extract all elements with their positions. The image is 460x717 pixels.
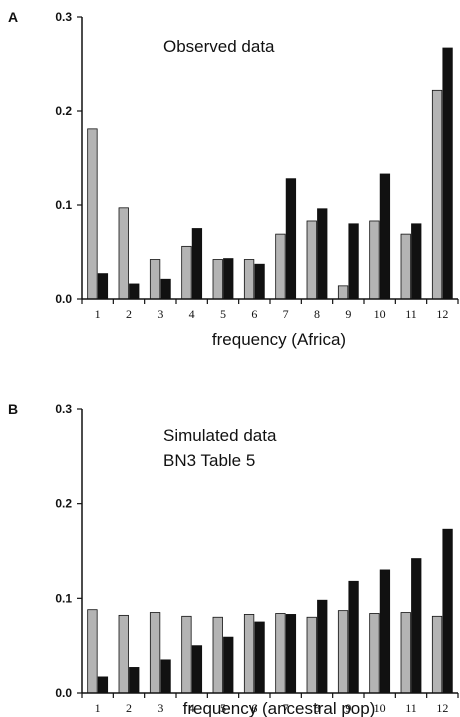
panel-a-x-tick-6: 6 bbox=[251, 307, 257, 321]
panel-a-x-tick-9: 9 bbox=[345, 307, 351, 321]
panel-b-bar-series2-10 bbox=[379, 569, 391, 694]
panel-a-bar-series1-11 bbox=[400, 233, 411, 300]
panel-a-y-tick-0.2: 0.2 bbox=[55, 104, 72, 118]
panel-a-bar-series1-5 bbox=[212, 259, 223, 300]
panel-b-bar-series1-6 bbox=[243, 614, 255, 694]
panel-b-title-line-2: BN3 Table 5 bbox=[163, 451, 255, 470]
panel-a-x-tick-10: 10 bbox=[374, 307, 386, 321]
panel-b-bar-series2-11 bbox=[411, 558, 422, 694]
panel-a-bar-series2-5 bbox=[223, 258, 234, 300]
panel-a-bar-series2-11 bbox=[411, 223, 422, 300]
panel-b-x-tick-7: 7 bbox=[283, 701, 289, 715]
panel-b-bar-series1-4 bbox=[181, 615, 192, 694]
panel-b-bar-series2-1 bbox=[97, 676, 109, 694]
panel-b-bar-series2-4 bbox=[191, 645, 203, 694]
panel-b-title-line-1: Simulated data bbox=[163, 426, 277, 445]
panel-a-bar-series1-10 bbox=[369, 220, 380, 300]
panel-b-y-tick-0.1: 0.1 bbox=[55, 591, 72, 605]
panel-b-label: B bbox=[8, 401, 18, 417]
panel-b-y-tick-0.2: 0.2 bbox=[55, 497, 72, 511]
panel-b-bar-series1-1 bbox=[87, 609, 98, 694]
panel-a-bar-series1-6 bbox=[243, 259, 255, 300]
panel-b-bar-series2-2 bbox=[129, 667, 140, 694]
panel-a-bar-series1-8 bbox=[306, 220, 317, 300]
panel-b-y-tick-0.3: 0.3 bbox=[55, 402, 72, 416]
panel-a-y-tick-0.3: 0.3 bbox=[55, 10, 72, 24]
panel-b-bar-series2-8 bbox=[317, 599, 328, 694]
panel-b-x-axis-label: frequency (ancestral pop) bbox=[183, 699, 376, 717]
panel-a-bar-series1-3 bbox=[149, 259, 161, 300]
panel-b-bar-series1-9 bbox=[337, 610, 349, 694]
panel-a-x-tick-4: 4 bbox=[189, 307, 195, 321]
panel-a-x-tick-1: 1 bbox=[95, 307, 101, 321]
panel-a-title-line-1: Observed data bbox=[163, 37, 275, 56]
panel-b-bar-series2-9 bbox=[348, 580, 359, 694]
panel-a-bar-series2-1 bbox=[97, 273, 109, 300]
panel-a-bar-series2-6 bbox=[254, 263, 265, 300]
panel-b-x-tick-10: 10 bbox=[374, 701, 386, 715]
panel-a-x-tick-2: 2 bbox=[126, 307, 132, 321]
panel-a-x-axis-label: frequency (Africa) bbox=[212, 330, 346, 349]
panel-b-bar-series1-8 bbox=[306, 616, 317, 694]
panel-b-bar-series1-7 bbox=[275, 613, 286, 694]
panel-a-bar-series2-2 bbox=[129, 283, 140, 300]
panel-b-x-tick-6: 6 bbox=[251, 701, 257, 715]
panel-a-bar-series2-12 bbox=[442, 47, 453, 300]
panel-a-bar-series2-10 bbox=[379, 173, 391, 300]
panel-a-bar-series2-7 bbox=[285, 178, 297, 300]
panel-b-x-tick-11: 11 bbox=[405, 701, 417, 715]
panel-b-bar-series2-3 bbox=[160, 659, 171, 694]
panel-a-y-tick-0.0: 0.0 bbox=[55, 292, 72, 306]
panel-a-bar-series1-9 bbox=[337, 285, 349, 300]
panel-a-bar-series1-1 bbox=[87, 128, 98, 300]
panel-a-bar-series1-12 bbox=[431, 89, 443, 300]
panel-b-bar-series2-7 bbox=[285, 614, 297, 694]
panel-b-x-tick-2: 2 bbox=[126, 701, 132, 715]
panel-a-bar-series1-4 bbox=[181, 245, 192, 300]
panel-a-bar-series1-2 bbox=[118, 207, 129, 300]
panel-b-bar-series1-2 bbox=[118, 614, 129, 694]
panel-b-bar-series1-12 bbox=[431, 615, 443, 694]
panel-a-x-tick-12: 12 bbox=[436, 307, 448, 321]
panel-b-x-tick-8: 8 bbox=[314, 701, 320, 715]
panel-a-bar-series2-8 bbox=[317, 208, 328, 300]
panel-b-bar-series1-5 bbox=[212, 616, 223, 694]
panel-b-x-tick-3: 3 bbox=[157, 701, 163, 715]
panel-b-bar-series2-5 bbox=[223, 636, 234, 694]
panel-a-x-tick-7: 7 bbox=[283, 307, 289, 321]
panel-a-x-tick-8: 8 bbox=[314, 307, 320, 321]
panel-a-x-tick-5: 5 bbox=[220, 307, 226, 321]
panel-a-y-tick-0.1: 0.1 bbox=[55, 198, 72, 212]
panel-b-bar-series1-3 bbox=[149, 612, 161, 694]
panel-a-bar-series2-9 bbox=[348, 223, 359, 300]
panel-b-bar-series1-11 bbox=[400, 612, 411, 694]
panel-b-x-tick-12: 12 bbox=[436, 701, 448, 715]
panel-b-x-tick-1: 1 bbox=[95, 701, 101, 715]
panel-b-y-tick-0.0: 0.0 bbox=[55, 686, 72, 700]
panel-b-bar-series2-12 bbox=[442, 528, 453, 694]
panel-a-x-tick-11: 11 bbox=[405, 307, 417, 321]
panel-b-bar-series1-10 bbox=[369, 613, 380, 694]
panel-b-x-tick-5: 5 bbox=[220, 701, 226, 715]
panel-a-label: A bbox=[8, 9, 18, 25]
panel-b-bar-series2-6 bbox=[254, 621, 265, 694]
panel-b-x-tick-9: 9 bbox=[345, 701, 351, 715]
panel-a-bar-series1-7 bbox=[275, 233, 286, 300]
panel-a-bar-series2-4 bbox=[191, 228, 203, 300]
panel-a-x-tick-3: 3 bbox=[157, 307, 163, 321]
panel-b-x-tick-4: 4 bbox=[189, 701, 195, 715]
panel-a-bar-series2-3 bbox=[160, 278, 171, 300]
